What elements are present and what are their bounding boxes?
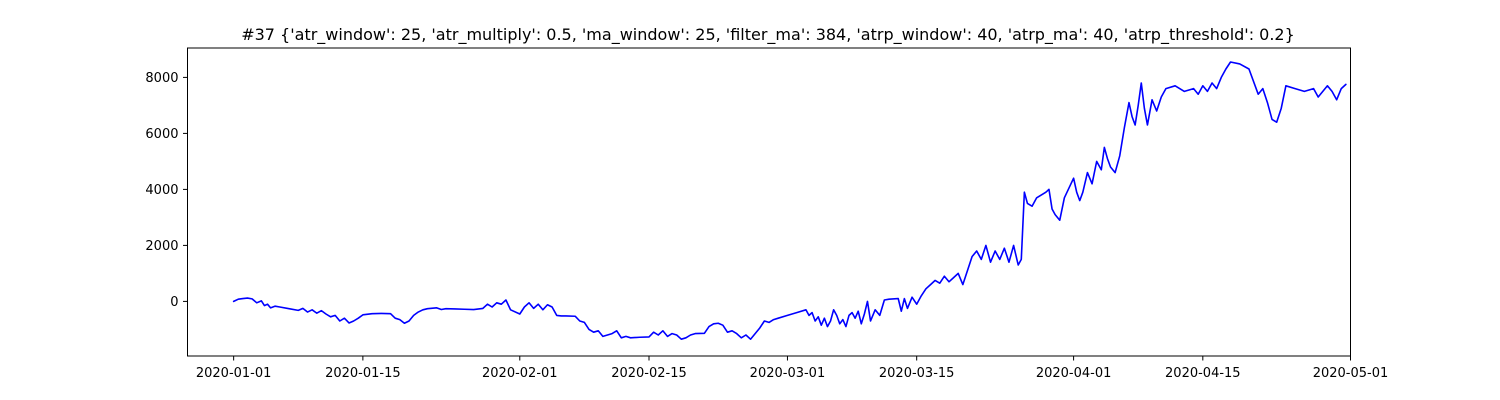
x-tick-label: 2020-03-01 [750,366,826,381]
plot-area-frame [187,47,1351,357]
x-tick-label: 2020-02-15 [611,366,687,381]
series-layer [232,61,1347,341]
x-tick-label: 2020-04-01 [1036,366,1112,381]
x-tick-label: 2020-03-15 [879,366,955,381]
y-tick-label: 6000 [145,127,178,142]
series-line-0 [232,61,1347,341]
chart-title: #37 {'atr_window': 25, 'atr_multiply': 0… [241,25,1295,45]
x-tick-label: 2020-01-01 [196,366,272,381]
y-tick-label: 8000 [145,71,178,86]
x-tick-label: 2020-04-15 [1165,366,1241,381]
x-tick-label: 2020-02-01 [482,366,558,381]
y-axis: 0 2000 4000 6000 8000 [145,71,188,310]
y-tick-label: 2000 [145,239,178,254]
y-tick-label: 4000 [145,183,178,198]
x-tick-label: 2020-05-01 [1313,366,1389,381]
y-tick-label: 0 [170,295,178,310]
x-axis: 2020-01-01 2020-01-15 2020-02-01 2020-02-15… [196,356,1388,381]
x-tick-label: 2020-01-15 [325,366,401,381]
